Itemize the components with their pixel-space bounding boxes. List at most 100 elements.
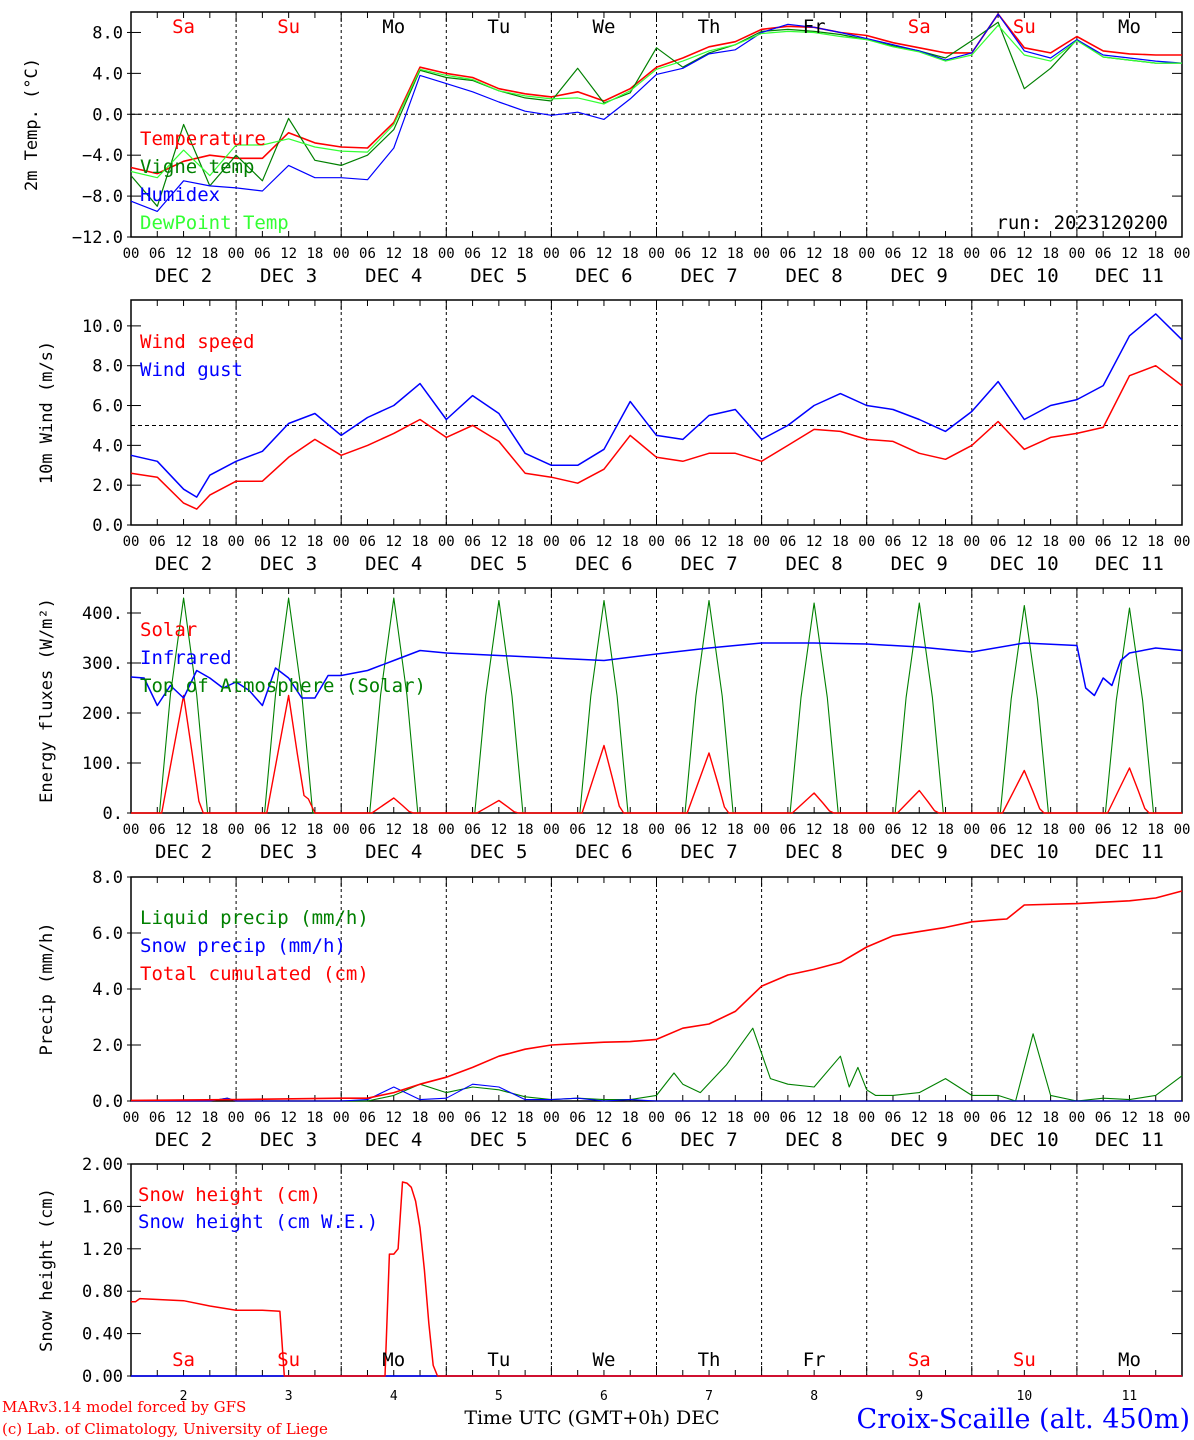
hour-tick-label: 06 <box>569 1110 586 1126</box>
hour-tick-label: 12 <box>1016 534 1033 550</box>
weekday-label: Su <box>277 16 300 38</box>
series-line-dewpoint-temp <box>130 24 1182 179</box>
date-label: DEC 10 <box>990 1129 1059 1151</box>
hour-tick-label: 12 <box>490 534 507 550</box>
legend-entry: Infrared <box>140 647 232 669</box>
hour-tick-label: 00 <box>333 534 350 550</box>
y-tick-label: 8.0 <box>92 357 123 377</box>
date-label: DEC 4 <box>365 1129 422 1151</box>
hour-tick-label: 06 <box>359 1110 376 1126</box>
day-number-label: 3 <box>285 1389 293 1404</box>
date-label: DEC 9 <box>891 265 948 287</box>
hour-tick-label: 00 <box>228 246 245 262</box>
date-label: DEC 11 <box>1095 1129 1164 1151</box>
y-tick-label: 4.0 <box>92 980 123 1000</box>
series-line-wind-gust <box>130 313 1183 498</box>
date-label: DEC 3 <box>260 1129 317 1151</box>
hour-tick-label: 06 <box>254 822 271 838</box>
hour-tick-label: 18 <box>727 246 744 262</box>
hour-tick-label: 12 <box>911 246 928 262</box>
hour-tick-label: 00 <box>123 1110 140 1126</box>
hour-tick-label: 06 <box>990 246 1007 262</box>
hour-tick-label: 00 <box>1174 534 1191 550</box>
weekday-label: Mo <box>382 1349 405 1371</box>
date-label: DEC 7 <box>680 265 737 287</box>
hour-tick-label: 00 <box>1068 1110 1085 1126</box>
y-tick-label: 300. <box>82 654 123 674</box>
legend-entry: Snow height (cm W.E.) <box>138 1211 378 1233</box>
hour-tick-label: 18 <box>727 1110 744 1126</box>
hour-tick-label: 18 <box>937 1110 954 1126</box>
hour-tick-label: 06 <box>885 246 902 262</box>
hour-tick-label: 06 <box>674 534 691 550</box>
hour-tick-label: 12 <box>280 534 297 550</box>
date-label: DEC 10 <box>990 265 1059 287</box>
hour-tick-label: 12 <box>280 822 297 838</box>
hour-tick-label: 18 <box>622 246 639 262</box>
hour-tick-label: 12 <box>175 822 192 838</box>
hour-tick-label: 06 <box>359 246 376 262</box>
y-tick-label: 100. <box>82 754 123 774</box>
hour-tick-label: 12 <box>701 534 718 550</box>
hour-tick-label: 12 <box>1121 246 1138 262</box>
date-label: DEC 10 <box>990 553 1059 575</box>
hour-tick-label: 12 <box>596 246 613 262</box>
hour-tick-label: 18 <box>1147 822 1164 838</box>
hour-tick-label: 18 <box>1042 246 1059 262</box>
hour-tick-label: 18 <box>201 534 218 550</box>
date-label: DEC 4 <box>365 841 422 863</box>
hour-tick-label: 06 <box>254 534 271 550</box>
hour-tick-label: 12 <box>806 246 823 262</box>
legend-entry: Humidex <box>140 184 220 206</box>
hour-tick-label: 00 <box>543 534 560 550</box>
y-tick-label: 0.0 <box>92 1092 123 1112</box>
hour-tick-label: 12 <box>175 534 192 550</box>
hour-tick-label: 00 <box>858 1110 875 1126</box>
y-tick-label: 4.0 <box>92 436 123 456</box>
hour-tick-label: 18 <box>517 822 534 838</box>
y-tick-label: 1.20 <box>82 1240 123 1260</box>
hour-tick-label: 00 <box>858 246 875 262</box>
y-tick-label: −12.0 <box>72 228 123 248</box>
hour-tick-label: 18 <box>517 246 534 262</box>
date-label: DEC 9 <box>891 841 948 863</box>
y-axis-label: Precip (mm/h) <box>37 922 57 1055</box>
hour-tick-label: 12 <box>701 246 718 262</box>
hour-tick-label: 00 <box>438 534 455 550</box>
hour-tick-label: 06 <box>990 534 1007 550</box>
legend-entry: Liquid precip (mm/h) <box>140 907 369 929</box>
hour-tick-label: 00 <box>228 1110 245 1126</box>
date-label: DEC 11 <box>1095 553 1164 575</box>
y-tick-label: 2.00 <box>82 1155 123 1175</box>
hour-tick-label: 06 <box>779 822 796 838</box>
hour-tick-label: 06 <box>359 534 376 550</box>
y-tick-label: 0.00 <box>82 1367 123 1387</box>
weekday-label: Sa <box>908 16 931 38</box>
y-axis-label: 2m Temp. (°C) <box>22 58 42 191</box>
hour-tick-label: 18 <box>937 822 954 838</box>
hour-tick-label: 00 <box>228 534 245 550</box>
hour-tick-label: 12 <box>490 822 507 838</box>
hour-tick-label: 00 <box>753 534 770 550</box>
hour-tick-label: 12 <box>175 246 192 262</box>
weekday-label: Th <box>698 1349 721 1371</box>
hour-tick-label: 00 <box>543 1110 560 1126</box>
date-label: DEC 5 <box>470 553 527 575</box>
hour-tick-label: 06 <box>674 1110 691 1126</box>
credit-line: MARv3.14 model forced by GFS <box>2 1398 246 1416</box>
hour-tick-label: 12 <box>596 1110 613 1126</box>
station-title: Croix-Scaille (alt. 450m) <box>857 1404 1190 1435</box>
hour-tick-label: 12 <box>1121 822 1138 838</box>
hour-tick-label: 18 <box>201 822 218 838</box>
weekday-label: We <box>593 16 616 38</box>
date-label: DEC 8 <box>786 841 843 863</box>
hour-tick-label: 00 <box>648 534 665 550</box>
hour-tick-label: 06 <box>254 246 271 262</box>
hour-tick-label: 18 <box>832 822 849 838</box>
legend-entry: Total cumulated (cm) <box>140 963 369 985</box>
hour-tick-label: 18 <box>201 1110 218 1126</box>
hour-tick-label: 18 <box>412 822 429 838</box>
legend-entry: Snow height (cm) <box>138 1184 321 1206</box>
hour-tick-label: 00 <box>648 1110 665 1126</box>
hour-tick-label: 06 <box>779 246 796 262</box>
